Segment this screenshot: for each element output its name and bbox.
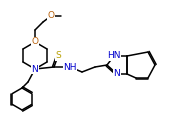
Text: S: S <box>55 52 61 60</box>
Text: NH: NH <box>63 63 77 72</box>
Text: N: N <box>114 69 120 79</box>
Text: N: N <box>32 64 38 73</box>
Text: HN: HN <box>107 52 121 60</box>
Text: O: O <box>48 11 54 20</box>
Text: O: O <box>31 38 39 46</box>
